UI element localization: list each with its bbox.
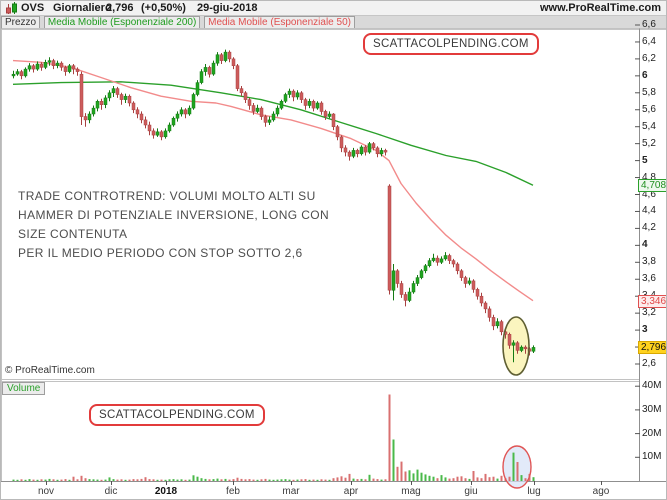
candlestick-logo-icon [5,2,18,18]
ema200-line[interactable] [12,81,534,186]
last-price: 2,796 [106,2,134,14]
watermark-box-top[interactable]: SCATTACOLPENDING.COM [363,33,539,55]
trade-note-line: SIZE CONTENUTA [18,227,128,241]
hammer-highlight-ellipse[interactable] [502,316,530,376]
volume-highlight-ellipse[interactable] [502,445,532,489]
candlestick-series[interactable] [11,49,536,363]
watermark-box-volume[interactable]: SCATTACOLPENDING.COM [89,404,265,426]
volume-legend-tab[interactable]: Volume [2,382,46,395]
trade-note-line: TRADE CONTROTREND: VOLUMI MOLTO ALTI SU [18,189,316,203]
volume-series[interactable] [12,394,535,482]
quote-date: 29-giu-2018 [197,2,258,14]
title-bar: OVS Giornaliero 2,796 (+0,50%) 29-giu-20… [1,1,666,16]
trade-note-line: PER IL MEDIO PERIODO CON STOP SOTTO 2,6 [18,246,303,260]
ema50-axis-value-label: 3,3467 [638,295,666,308]
ema200-axis-value-label: 4,7089 [638,179,666,192]
price-change: (+0,50%) [141,2,186,14]
legend-bar: Prezzo Media Mobile (Esponenziale 200) M… [1,16,666,30]
instrument-symbol: OVS [21,2,45,14]
copyright-text: © ProRealTime.com [5,365,95,376]
prorealtime-link[interactable]: www.ProRealTime.com [539,2,661,14]
timeframe-label: Giornaliero [53,2,112,14]
ema50-line[interactable] [12,59,534,302]
last-price-axis-label: 2,796 [638,341,666,354]
trade-note-annotation[interactable]: TRADE CONTROTREND: VOLUMI MOLTO ALTI SU H… [18,187,329,263]
trade-note-line: HAMMER DI POTENZIALE INVERSIONE, LONG CO… [18,208,330,222]
